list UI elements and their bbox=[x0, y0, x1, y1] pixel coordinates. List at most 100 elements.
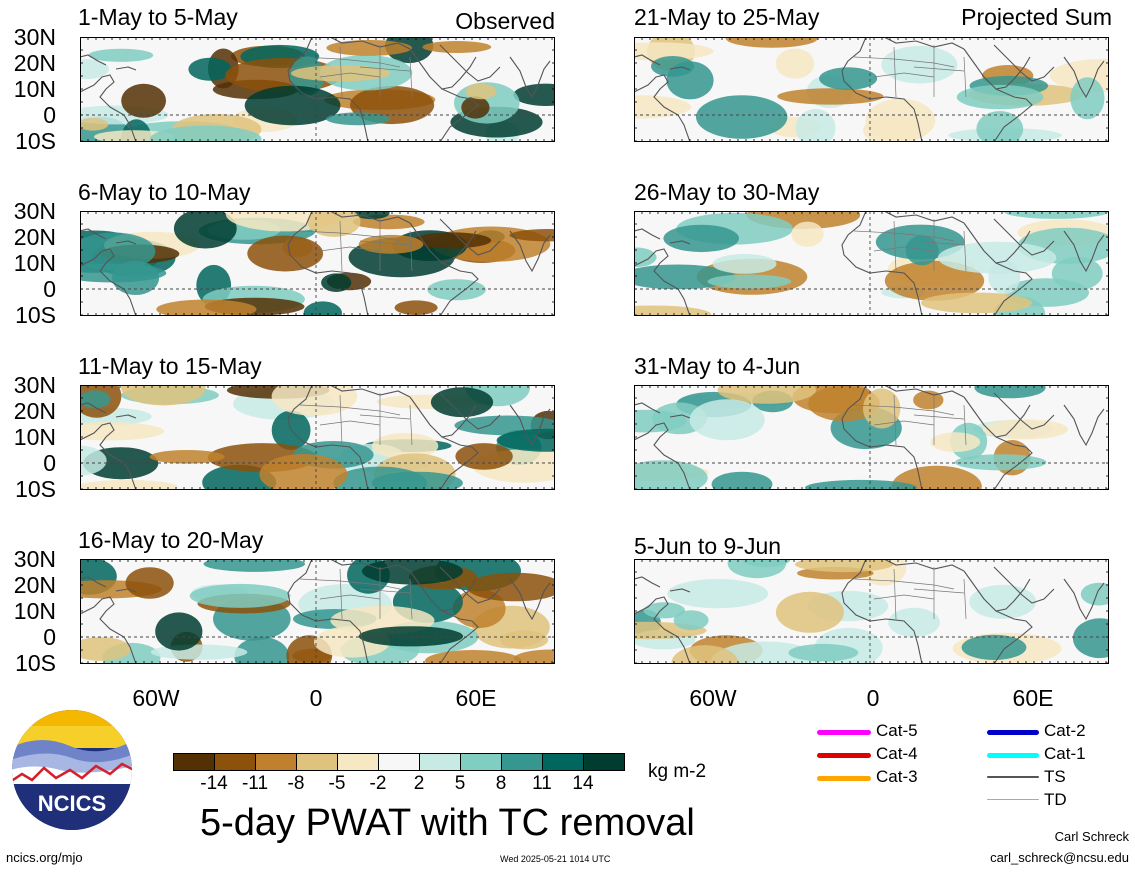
pwat-map bbox=[634, 37, 1109, 142]
anomaly-blob bbox=[974, 385, 1046, 399]
anomaly-blob bbox=[303, 301, 342, 316]
colorbar-tick-label: -2 bbox=[369, 773, 387, 794]
lat-label: 10S bbox=[15, 128, 56, 154]
country-border bbox=[893, 46, 897, 98]
observed-map-3 bbox=[80, 385, 555, 490]
anomaly-blob bbox=[961, 634, 1027, 660]
coastline bbox=[409, 396, 477, 438]
country-border bbox=[853, 578, 955, 590]
anomaly-blob bbox=[863, 388, 901, 429]
pwat-map bbox=[80, 211, 555, 316]
country-border bbox=[893, 220, 897, 272]
coastline bbox=[115, 240, 137, 245]
lon-label: 0 bbox=[866, 685, 880, 711]
legend-label-ts: TS bbox=[1044, 767, 1066, 786]
anomaly-blob bbox=[500, 630, 549, 650]
lat-label: 0 bbox=[43, 450, 56, 476]
anomaly-blob bbox=[150, 125, 262, 142]
coastline bbox=[80, 576, 107, 588]
coastline bbox=[439, 218, 501, 256]
lat-label: 10N bbox=[13, 250, 56, 276]
coastline bbox=[883, 559, 965, 572]
footer-url[interactable]: ncics.org/mjo bbox=[6, 850, 83, 865]
anomaly-blob bbox=[711, 471, 773, 490]
anomaly-blob bbox=[326, 112, 390, 126]
country-border bbox=[299, 404, 401, 416]
coastline bbox=[329, 37, 411, 50]
coastline bbox=[841, 385, 923, 490]
colorbar-tick-label: 8 bbox=[495, 773, 507, 794]
coastline bbox=[439, 610, 479, 664]
legend-label-cat4: Cat-4 bbox=[876, 744, 918, 763]
coastline bbox=[509, 230, 551, 273]
coastline bbox=[993, 88, 1033, 142]
coastline bbox=[409, 570, 477, 612]
coastline bbox=[80, 596, 137, 664]
anomaly-blob bbox=[427, 279, 486, 301]
anomaly-blob bbox=[634, 42, 714, 61]
coastline bbox=[841, 37, 923, 142]
coastline bbox=[669, 66, 691, 71]
colorbar-swatch bbox=[173, 753, 215, 771]
lat-label: 30N bbox=[13, 24, 56, 50]
projected-label: Projected Sum bbox=[961, 4, 1112, 30]
coastline bbox=[883, 211, 965, 224]
country-border bbox=[873, 72, 935, 78]
country-border bbox=[409, 404, 413, 446]
lat-label: 10N bbox=[13, 76, 56, 102]
anomaly-blob bbox=[982, 419, 1068, 440]
anomaly-blob bbox=[667, 579, 769, 609]
anomaly-blob bbox=[891, 465, 982, 490]
coastline bbox=[669, 588, 691, 593]
pwat-map bbox=[634, 559, 1109, 664]
coastline bbox=[80, 422, 137, 490]
coastline bbox=[634, 228, 661, 240]
coastline bbox=[329, 211, 411, 224]
colorbar-swatch bbox=[583, 753, 625, 771]
coastline bbox=[329, 559, 411, 572]
anomaly-blob bbox=[634, 460, 708, 490]
footer-email[interactable]: carl_schreck@ncsu.edu bbox=[990, 850, 1129, 865]
anomaly-blob bbox=[271, 385, 358, 416]
legend-label-cat1: Cat-1 bbox=[1044, 744, 1086, 763]
country-border bbox=[319, 246, 381, 252]
country-border bbox=[359, 414, 411, 420]
anomaly-blob bbox=[361, 559, 463, 585]
pwat-map bbox=[80, 37, 555, 142]
coastline bbox=[1063, 578, 1105, 621]
coastline bbox=[993, 44, 1055, 82]
anomaly-blob bbox=[804, 479, 918, 490]
coastline bbox=[634, 596, 691, 664]
country-border bbox=[873, 246, 935, 252]
coastline bbox=[841, 559, 923, 664]
lat-label: 0 bbox=[43, 624, 56, 650]
anomaly-blob bbox=[125, 567, 174, 599]
anomaly-blob bbox=[496, 428, 555, 452]
colorbar-swatch bbox=[337, 753, 379, 771]
anomaly-blob bbox=[673, 610, 709, 631]
colorbar-tick-label: -14 bbox=[200, 773, 228, 794]
anomaly-blob bbox=[307, 211, 361, 237]
anomaly-blob bbox=[371, 433, 439, 459]
colorbar-swatch bbox=[542, 753, 584, 771]
panel-title-observed-2: 6-May to 10-May bbox=[78, 179, 251, 205]
coastline bbox=[841, 211, 923, 316]
country-border bbox=[853, 404, 955, 416]
coastline bbox=[439, 44, 501, 82]
country-border bbox=[893, 568, 897, 620]
country-border bbox=[873, 594, 935, 600]
panel-title-observed-1: 1-May to 5-May bbox=[78, 4, 238, 30]
anomaly-blob bbox=[976, 111, 1024, 142]
country-border bbox=[963, 578, 967, 620]
country-border bbox=[409, 56, 413, 98]
country-border bbox=[299, 56, 401, 68]
map-frame bbox=[80, 559, 555, 664]
anomaly-blob bbox=[696, 95, 788, 139]
anomaly-blob bbox=[358, 626, 464, 647]
coastline bbox=[634, 248, 691, 316]
coastline bbox=[115, 66, 137, 71]
colorbar-swatch bbox=[255, 753, 297, 771]
coastline bbox=[1063, 404, 1105, 447]
country-border bbox=[913, 414, 965, 420]
colorbar-tick-label: 5 bbox=[454, 773, 466, 794]
